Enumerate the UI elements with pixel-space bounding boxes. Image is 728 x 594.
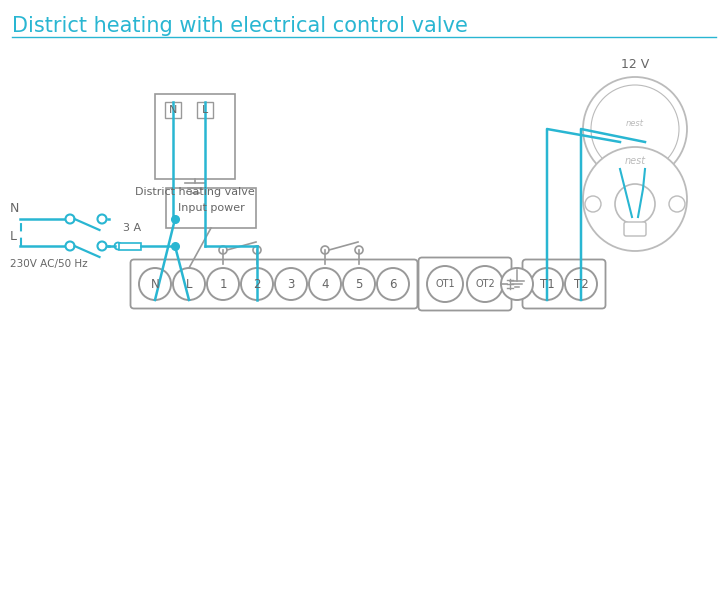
FancyBboxPatch shape [624,222,646,236]
Text: 1: 1 [219,277,226,290]
Circle shape [355,246,363,254]
Text: N: N [169,105,177,115]
Text: N: N [151,277,159,290]
Circle shape [669,196,685,212]
Circle shape [173,268,205,300]
Circle shape [253,246,261,254]
Circle shape [591,85,679,173]
Circle shape [377,268,409,300]
Circle shape [583,147,687,251]
Text: L: L [10,229,17,242]
Circle shape [531,268,563,300]
Text: N: N [10,203,20,216]
Circle shape [139,268,171,300]
Circle shape [565,268,597,300]
Text: OT1: OT1 [435,279,455,289]
Text: T1: T1 [539,277,555,290]
Circle shape [427,266,463,302]
Text: District heating with electrical control valve: District heating with electrical control… [12,16,468,36]
Circle shape [467,266,503,302]
Circle shape [583,77,687,181]
Circle shape [585,196,601,212]
Text: 3: 3 [288,277,295,290]
Circle shape [309,268,341,300]
Bar [165,102,181,118]
Text: District heating valve: District heating valve [135,187,255,197]
Circle shape [219,246,227,254]
Circle shape [66,242,74,251]
Text: Input power: Input power [178,203,245,213]
Text: nest: nest [626,119,644,128]
Circle shape [343,268,375,300]
Text: 4: 4 [321,277,329,290]
Circle shape [114,242,122,249]
Text: OT2: OT2 [475,279,495,289]
Text: 230V AC/50 Hz: 230V AC/50 Hz [10,259,87,269]
Circle shape [321,246,329,254]
Text: L: L [202,105,208,115]
Circle shape [207,268,239,300]
Circle shape [98,214,106,223]
Text: T2: T2 [574,277,588,290]
Text: 3 A: 3 A [123,223,141,233]
Text: 5: 5 [355,277,363,290]
Text: L: L [186,277,192,290]
Circle shape [66,214,74,223]
Text: 12 V: 12 V [621,58,649,71]
FancyBboxPatch shape [130,260,417,308]
Bar [197,102,213,118]
Bar [155,94,235,179]
Circle shape [98,242,106,251]
Text: 2: 2 [253,277,261,290]
Circle shape [501,268,533,300]
Text: 6: 6 [389,277,397,290]
Circle shape [241,268,273,300]
FancyBboxPatch shape [419,258,512,311]
Text: nest: nest [625,156,646,166]
Circle shape [275,268,307,300]
Bar [166,188,256,228]
Circle shape [615,184,655,224]
Bar [119,242,141,249]
FancyBboxPatch shape [523,260,606,308]
